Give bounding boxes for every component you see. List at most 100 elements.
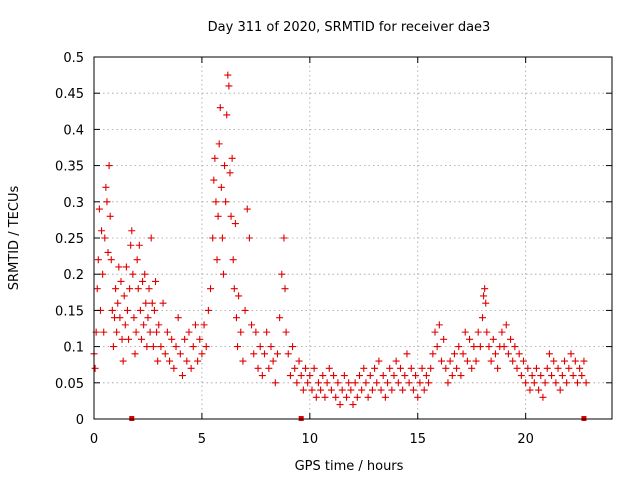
data-point [482,299,490,307]
data-point [278,270,286,278]
data-point [312,393,320,401]
data-point [377,386,385,394]
data-point [265,364,273,372]
data-point [144,314,152,322]
y-tick-label: 0.35 [55,160,84,175]
data-point [396,364,404,372]
data-point [191,321,199,329]
data-point [453,364,461,372]
data-point [347,386,355,394]
data-point [258,372,266,380]
data-point [217,183,225,191]
data-point [442,364,450,372]
data-point [306,372,314,380]
data-point [517,372,525,380]
data-point [323,379,331,387]
data-point [511,343,519,351]
data-point [504,350,512,358]
data-point [576,364,584,372]
data-point [163,328,171,336]
data-point [494,364,502,372]
data-point [183,357,191,365]
data-point [194,357,202,365]
data-point [232,314,240,322]
data-point [104,248,112,256]
data-point [448,372,456,380]
data-point [437,357,445,365]
data-point [123,306,131,314]
data-point [136,306,144,314]
data-point [528,372,536,380]
data-point [295,357,303,365]
data-point [550,357,558,365]
data-point [149,343,157,351]
data-point [243,205,251,213]
data-point [435,321,443,329]
data-point [137,335,145,343]
data-point [459,350,467,358]
data-point [139,277,147,285]
data-point [515,350,523,358]
data-point [200,321,208,329]
data-point [185,328,193,336]
data-point [118,335,126,343]
data-point [481,285,489,293]
data-point [535,386,543,394]
data-point [366,372,374,380]
data-point [364,393,372,401]
data-point [483,328,491,336]
data-point [351,379,359,387]
data-point [552,379,560,387]
data-point [338,386,346,394]
x-tick-label: 0 [90,432,98,447]
data-point [349,401,357,409]
data-point [235,292,243,300]
data-point [371,364,379,372]
data-point [117,277,125,285]
y-tick-label: 0.25 [55,232,84,247]
data-point [280,234,288,242]
data-point [215,140,223,148]
data-point [513,364,521,372]
data-point [241,306,249,314]
data-point [155,321,163,329]
data-point [99,270,107,278]
data-point [263,328,271,336]
data-point [152,277,160,285]
data-point [558,372,566,380]
data-point [343,393,351,401]
data-point [429,350,437,358]
data-point [189,343,197,351]
data-point [187,364,195,372]
data-point [248,321,256,329]
data-point [345,379,353,387]
data-point [109,343,117,351]
data-point [414,393,422,401]
data-point [418,364,426,372]
data-point [234,343,242,351]
data-point [141,270,149,278]
data-point [100,328,108,336]
data-point [204,306,212,314]
data-point [407,364,415,372]
data-point [409,386,417,394]
data-point [580,357,588,365]
data-point [223,111,231,119]
data-point [565,364,573,372]
data-point [353,393,361,401]
data-point [520,357,528,365]
data-point [293,379,301,387]
data-point [122,263,130,271]
data-point [231,220,239,228]
data-point [221,162,229,170]
data-point [543,364,551,372]
data-point [146,328,154,336]
data-point [228,154,236,162]
data-point [334,379,342,387]
data-point [210,176,218,184]
data-point [102,183,110,191]
x-tick-label: 5 [198,432,206,447]
data-point [289,343,297,351]
data-point [174,314,182,322]
